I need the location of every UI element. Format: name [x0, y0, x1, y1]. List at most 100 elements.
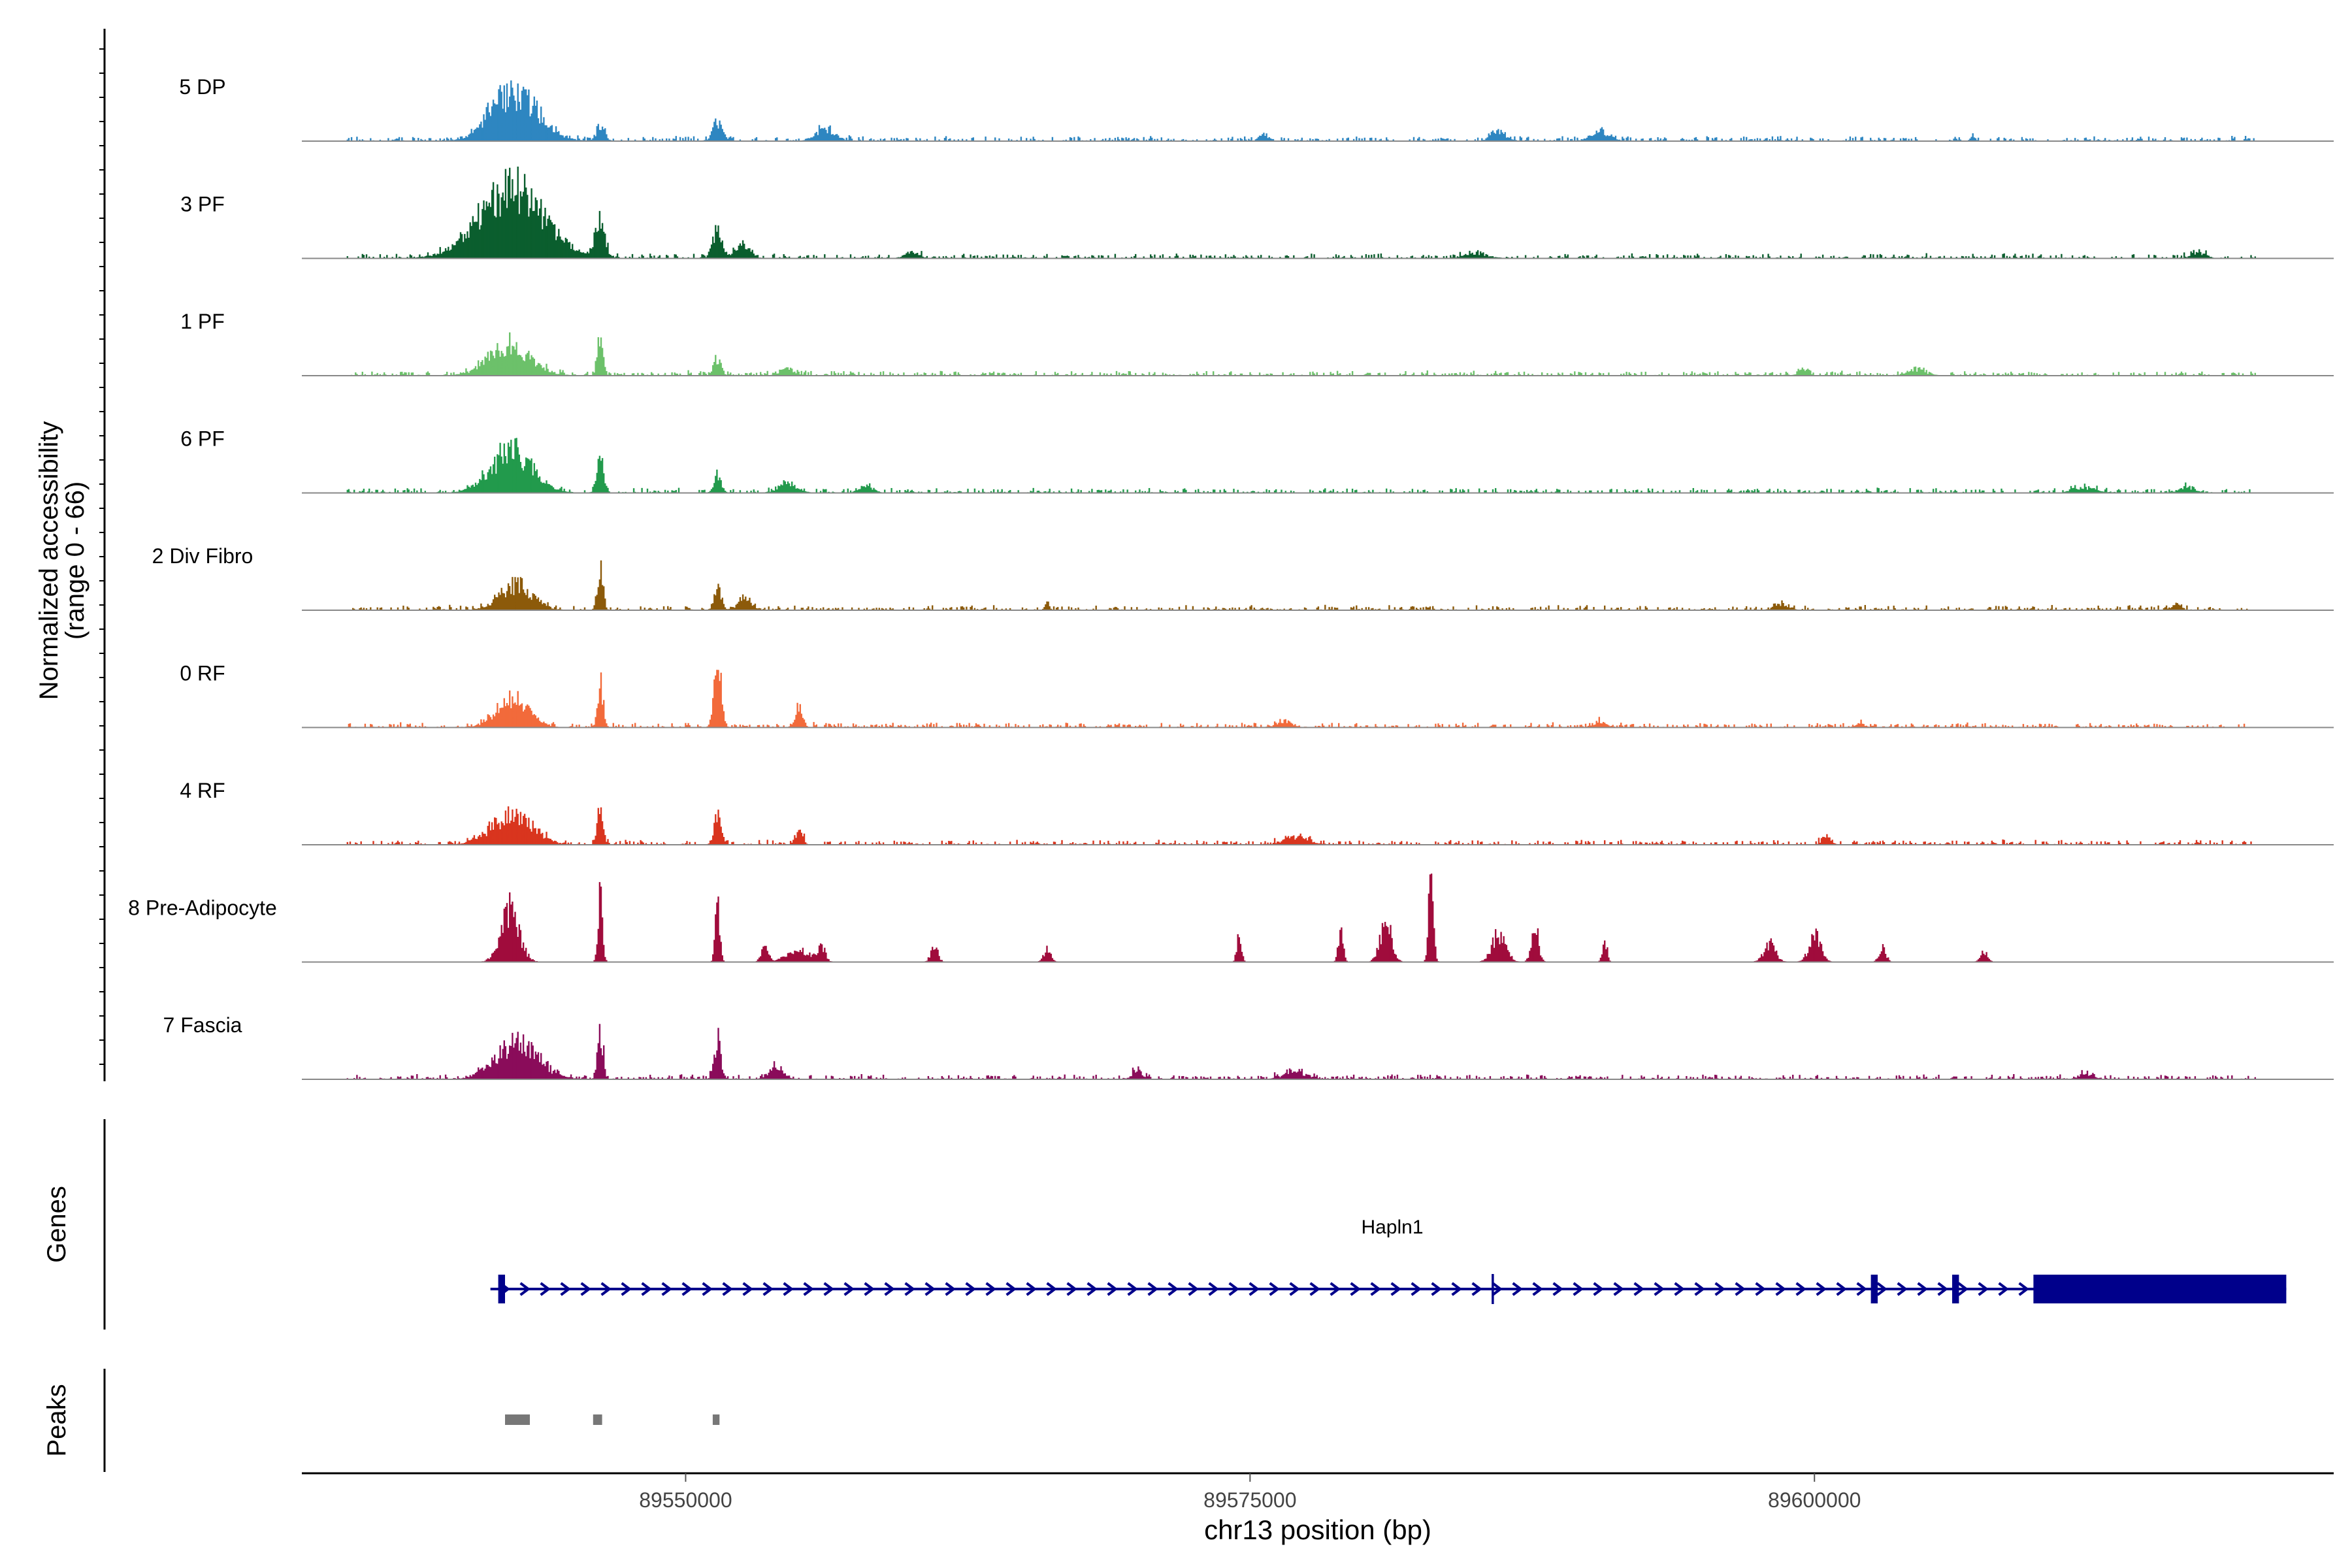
strand-arrow: [965, 1282, 976, 1296]
strand-arrow: [1350, 1282, 1361, 1296]
strand-arrow: [1330, 1282, 1341, 1296]
track-label: 4 RF: [180, 779, 225, 802]
x-tick-label: 89600000: [1768, 1488, 1861, 1512]
strand-arrow: [1309, 1282, 1320, 1296]
strand-arrow: [742, 1282, 753, 1296]
coverage-area: [346, 438, 2256, 493]
strand-arrow: [1188, 1282, 1199, 1296]
track-label: 0 RF: [180, 662, 225, 685]
strand-arrow: [1249, 1282, 1260, 1296]
strand-arrow: [924, 1282, 936, 1296]
strand-arrow: [1127, 1282, 1138, 1296]
strand-arrow: [722, 1282, 733, 1296]
strand-arrow: [1937, 1282, 1948, 1296]
coverage-area: [346, 80, 2256, 142]
strand-arrow: [1086, 1282, 1098, 1296]
strand-arrow: [1411, 1282, 1422, 1296]
strand-arrow: [1816, 1282, 1827, 1296]
strand-arrow: [1451, 1282, 1462, 1296]
strand-arrow: [560, 1282, 571, 1296]
strand-arrow: [1168, 1282, 1179, 1296]
strand-arrow: [1552, 1282, 1563, 1296]
strand-arrow: [1876, 1282, 1887, 1296]
exon: [1952, 1275, 1959, 1303]
exon: [2033, 1275, 2287, 1303]
x-tick-label: 89575000: [1203, 1488, 1296, 1512]
strand-arrow: [1694, 1282, 1705, 1296]
strand-arrow: [1998, 1282, 2009, 1296]
strand-arrow: [762, 1282, 774, 1296]
coverage-area: [347, 332, 2256, 376]
gene-track: [103, 1119, 2287, 1330]
strand-arrow: [1005, 1282, 1017, 1296]
coverage-area: [347, 874, 2256, 962]
track-label: 8 Pre-Adipocyte: [128, 896, 277, 920]
strand-arrow: [1228, 1282, 1239, 1296]
strand-arrow: [1654, 1282, 1665, 1296]
strand-arrow: [1512, 1282, 1523, 1296]
exon: [1870, 1275, 1878, 1303]
peak-region: [505, 1414, 530, 1425]
coverage-area: [346, 806, 2256, 845]
track-label: 2 Div Fibro: [152, 544, 253, 568]
strand-arrow: [1917, 1282, 1928, 1296]
strand-arrow: [540, 1282, 551, 1296]
track-label: 7 Fascia: [163, 1013, 242, 1037]
strand-arrow: [1431, 1282, 1442, 1296]
strand-arrow: [600, 1282, 612, 1296]
x-tick-label: 89550000: [639, 1488, 732, 1512]
strand-arrow: [884, 1282, 895, 1296]
strand-arrow: [1735, 1282, 1746, 1296]
track-label: 3 PF: [180, 193, 225, 216]
strand-arrow: [621, 1282, 632, 1296]
strand-arrow: [1613, 1282, 1624, 1296]
coverage-area: [346, 1024, 2256, 1080]
strand-arrow: [1836, 1282, 1847, 1296]
exon: [1492, 1274, 1494, 1304]
strand-arrow: [681, 1282, 693, 1296]
y-axis-range-label: (range 0 - 66): [61, 482, 90, 640]
gene-name-label: Hapln1: [1361, 1217, 1423, 1238]
strand-arrow: [904, 1282, 915, 1296]
strand-arrow: [1856, 1282, 1867, 1296]
strand-arrow: [1147, 1282, 1158, 1296]
y-axis: [99, 29, 106, 1081]
strand-arrow: [783, 1282, 794, 1296]
x-axis: 89550000 89575000 89600000: [302, 1472, 2334, 1512]
strand-arrow: [1390, 1282, 1401, 1296]
strand-arrow: [1492, 1282, 1503, 1296]
strand-arrow: [519, 1282, 531, 1296]
strand-arrow: [1957, 1282, 1968, 1296]
coverage-area: [347, 670, 2256, 728]
strand-arrow: [1674, 1282, 1685, 1296]
strand-arrow: [823, 1282, 834, 1296]
strand-arrow: [1755, 1282, 1766, 1296]
track-label: 5 DP: [179, 75, 225, 99]
strand-arrow: [1633, 1282, 1644, 1296]
x-axis-title: chr13 position (bp): [1204, 1514, 1431, 1545]
strand-arrow: [864, 1282, 875, 1296]
strand-arrow: [641, 1282, 652, 1296]
strand-arrow: [945, 1282, 956, 1296]
strand-arrow: [1269, 1282, 1280, 1296]
strand-arrow: [1593, 1282, 1604, 1296]
strand-arrow: [1978, 1282, 1989, 1296]
strand-arrow: [1714, 1282, 1725, 1296]
strand-arrow: [1107, 1282, 1118, 1296]
strand-arrow: [1532, 1282, 1543, 1296]
strand-arrow: [1471, 1282, 1482, 1296]
coverage-tracks: 5 DP 3 PF 1 PF 6 PF 2 Div Fibro 0 RF 4 RF 8 Pre…: [128, 75, 2334, 1080]
peaks-track-label: Peaks: [42, 1384, 71, 1456]
strand-arrow: [1795, 1282, 1806, 1296]
y-axis-title: Normalized accessibility: [35, 421, 63, 700]
strand-arrow: [1066, 1282, 1077, 1296]
strand-arrow: [1897, 1282, 1908, 1296]
genes-track-label: Genes: [42, 1186, 71, 1263]
peak-region: [712, 1414, 720, 1425]
strand-arrow: [1289, 1282, 1300, 1296]
track-label: 6 PF: [180, 427, 225, 451]
peak-region: [593, 1414, 602, 1425]
strand-arrow: [843, 1282, 855, 1296]
strand-arrow: [1370, 1282, 1381, 1296]
